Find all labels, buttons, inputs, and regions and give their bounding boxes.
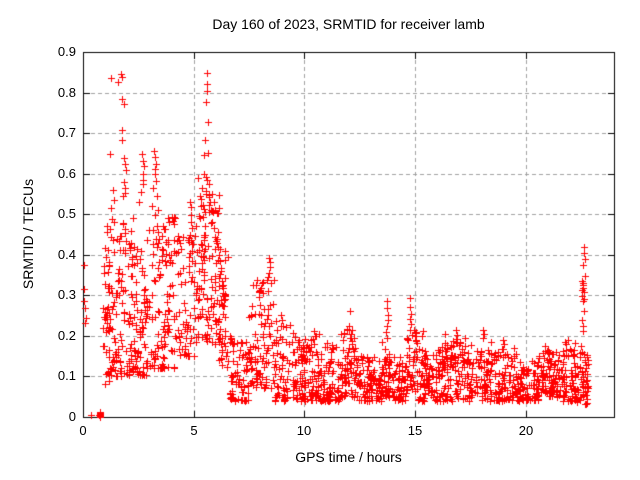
y-tick-label: 0.7 <box>57 125 76 140</box>
y-tick-label: 0 <box>68 409 76 424</box>
x-tick-label: 5 <box>190 423 198 438</box>
y-axis-label: SRMTID / TECUs <box>20 178 36 290</box>
y-tick-label: 0.3 <box>57 287 76 302</box>
x-tick-label: 0 <box>79 423 87 438</box>
y-tick-label: 0.9 <box>57 44 76 59</box>
y-tick-label: 0.4 <box>57 247 76 262</box>
y-tick-label: 0.8 <box>57 85 76 100</box>
chart-title: Day 160 of 2023, SRMTID for receiver lam… <box>212 16 485 32</box>
x-tick-label: 10 <box>296 423 312 438</box>
x-tick-label: 15 <box>407 423 423 438</box>
y-tick-label: 0.6 <box>57 166 76 181</box>
x-tick-label: 20 <box>518 423 534 438</box>
y-tick-label: 0.5 <box>57 206 76 221</box>
y-tick-label: 0.2 <box>57 328 76 343</box>
y-tick-label: 0.1 <box>57 368 76 383</box>
x-axis-label: GPS time / hours <box>295 449 402 465</box>
